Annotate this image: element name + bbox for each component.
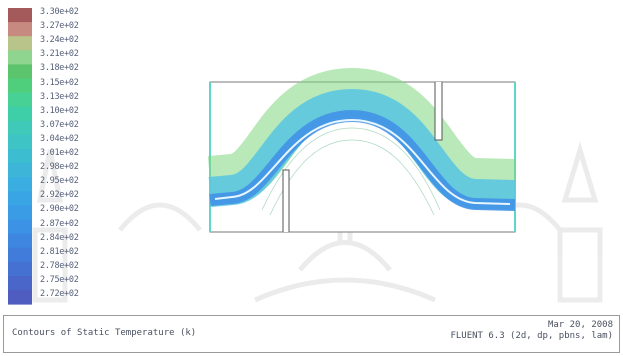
color-swatch [8, 106, 32, 122]
contour-band-mid [208, 88, 516, 210]
color-swatch [8, 247, 32, 263]
color-scale-label: 2.95e+02 [40, 176, 79, 187]
color-scale-label: 2.98e+02 [40, 162, 79, 173]
color-swatch [8, 149, 32, 164]
color-swatch [8, 92, 32, 108]
color-scale-label: 2.92e+02 [40, 190, 79, 201]
color-scale-label: 3.15e+02 [40, 77, 79, 88]
color-scale-label: 2.84e+02 [40, 232, 79, 243]
color-swatch [8, 205, 32, 220]
color-swatch [8, 275, 32, 291]
color-swatch [8, 64, 32, 79]
color-swatch [8, 36, 32, 51]
color-swatch [8, 261, 32, 277]
color-scale-label: 3.10e+02 [40, 105, 79, 116]
color-swatch [8, 120, 32, 136]
color-scale-label: 2.78e+02 [40, 260, 79, 271]
color-scale-label: 3.27e+02 [40, 21, 79, 32]
color-swatch [8, 78, 32, 94]
color-swatch [8, 163, 32, 178]
color-swatch [8, 134, 32, 150]
plot-date: Mar 20, 2008 [547, 320, 613, 330]
color-scale-label: 2.75e+02 [40, 274, 79, 285]
color-swatch [8, 50, 32, 65]
color-scale-label: 3.07e+02 [40, 119, 79, 130]
color-scale-label: 2.72e+02 [40, 289, 79, 299]
plot-caption: Contours of Static Temperature (k) [12, 328, 197, 338]
lower-baffle [282, 169, 290, 232]
color-scale-label: 3.01e+02 [40, 148, 79, 158]
flow-domain [207, 67, 516, 233]
color-scale-label: 3.24e+02 [40, 35, 79, 46]
color-scale-label: 3.30e+02 [40, 7, 79, 17]
plot-footer: Contours of Static Temperature (k) Mar 2… [3, 315, 620, 353]
color-swatch [8, 191, 32, 206]
color-swatch [8, 177, 32, 192]
color-scale-bar [8, 8, 32, 305]
color-scale-label: 2.90e+02 [40, 204, 79, 215]
upper-baffle [434, 82, 443, 141]
color-swatch [8, 219, 32, 235]
color-scale-label: 3.04e+02 [40, 133, 79, 144]
color-swatch [8, 233, 32, 249]
color-scale-label: 3.13e+02 [40, 91, 79, 102]
color-scale-label: 3.21e+02 [40, 49, 79, 60]
color-swatch [8, 22, 32, 37]
color-swatch [8, 8, 32, 23]
color-scale-label: 3.18e+02 [40, 63, 79, 74]
color-scale-label: 2.81e+02 [40, 246, 79, 257]
color-swatch [8, 290, 32, 305]
solver-info: FLUENT 6.3 (2d, dp, pbns, lam) [450, 331, 613, 341]
color-scale-label: 2.87e+02 [40, 218, 79, 229]
